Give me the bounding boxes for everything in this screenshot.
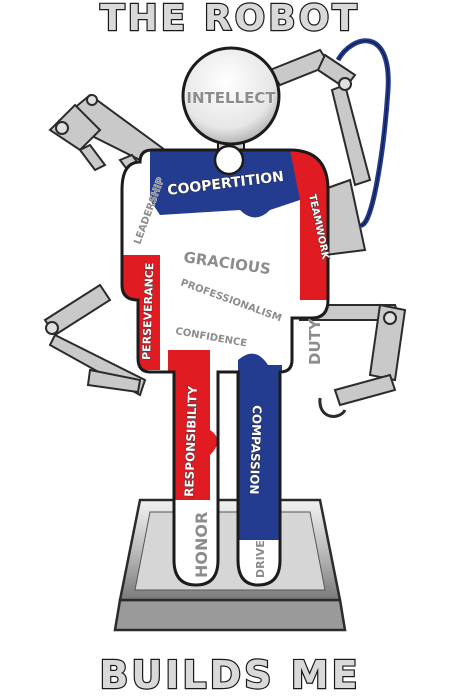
word-duty: DUTY — [306, 318, 324, 365]
word-compassion: COMPASSION — [247, 405, 264, 495]
head-word: INTELLECT — [186, 89, 276, 107]
word-responsibility: RESPONSIBILITY — [182, 386, 200, 498]
word-honor: HONOR — [192, 512, 211, 578]
word-drive: DRIVE — [254, 540, 267, 578]
right-upper-arm — [268, 38, 391, 257]
pedestal — [113, 498, 347, 632]
left-lower-arm — [43, 283, 147, 397]
title-top: THE ROBOT — [100, 0, 360, 39]
word-perseverance: PERSEVERANCE — [140, 262, 156, 360]
title-bottom: BUILDS ME — [99, 653, 360, 697]
robot-head: INTELLECT — [181, 46, 281, 157]
